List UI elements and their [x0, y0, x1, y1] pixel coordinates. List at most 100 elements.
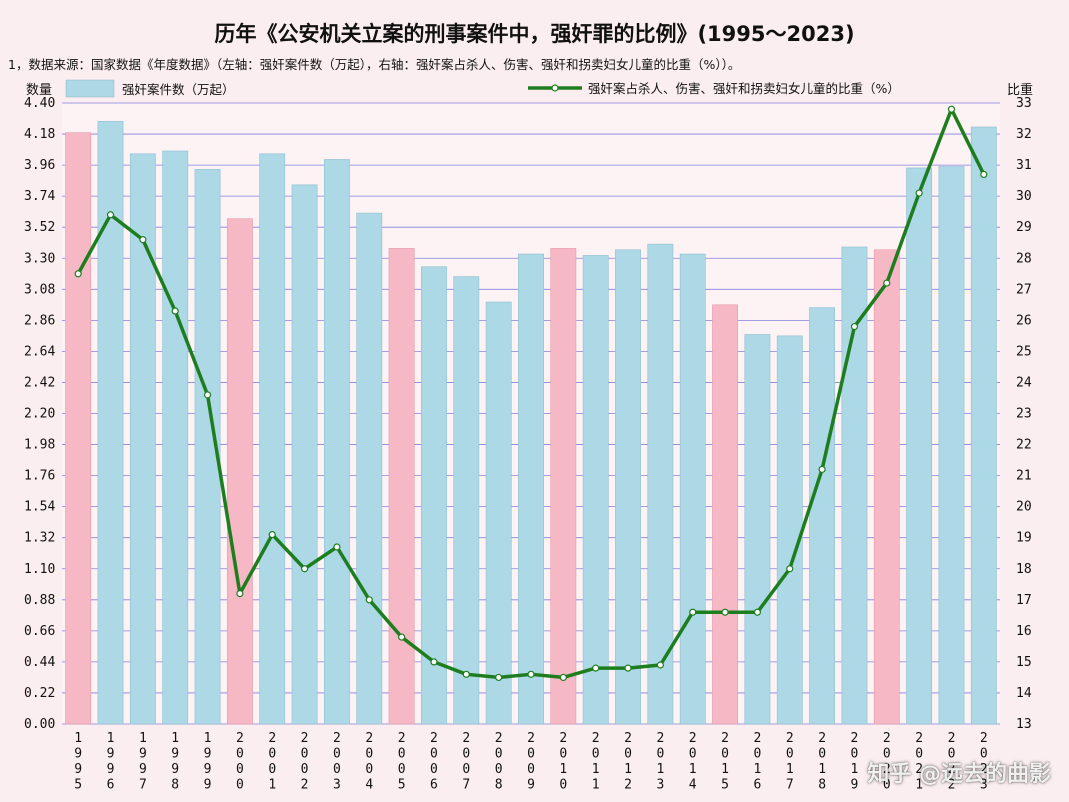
data-point [462, 670, 470, 678]
bar [873, 249, 900, 725]
right-tick-label: 26 [1016, 313, 1032, 328]
left-axis-title: 数量 [26, 83, 52, 98]
right-tick-label: 21 [1016, 469, 1032, 484]
data-point [171, 307, 179, 315]
right-axis-ticks: 13 14 15 16 17 18 19 20 21 22 23 24 25 26 27 28 29 30 31 32… [1016, 96, 1032, 732]
right-tick-label: 30 [1016, 189, 1032, 204]
data-point [495, 673, 503, 682]
data-point [689, 608, 697, 616]
left-tick-label: 0.88 [24, 593, 55, 608]
data-point [527, 670, 535, 678]
bar [226, 218, 253, 725]
bar [744, 334, 771, 725]
left-tick-label: 3.74 [24, 189, 55, 204]
data-point [818, 465, 826, 473]
data-point [915, 189, 923, 197]
legend-bar-swatch [65, 79, 115, 98]
left-tick-label: 1.98 [24, 438, 55, 453]
bar [259, 153, 286, 725]
left-tick-label: 2.86 [24, 313, 55, 328]
right-tick-label: 16 [1016, 624, 1032, 639]
right-tick-label: 22 [1016, 438, 1032, 453]
data-point [980, 170, 988, 179]
data-point [365, 596, 373, 604]
left-tick-label: 1.32 [24, 531, 55, 546]
bar [906, 167, 933, 725]
bar [550, 248, 577, 725]
bar [129, 153, 156, 725]
right-tick-label: 25 [1016, 344, 1032, 359]
chart-subtitle: 1，数据来源：国家数据《年度数据》（左轴：强奸案件数（万起），右轴：强奸案占杀人… [8, 57, 741, 72]
data-point [268, 530, 276, 539]
left-tick-label: 1.10 [24, 562, 55, 577]
bar [582, 255, 609, 725]
data-point [786, 565, 794, 573]
data-point [139, 236, 147, 244]
bar [615, 249, 641, 725]
left-tick-label: 4.18 [24, 127, 55, 142]
left-tick-label: 2.20 [24, 407, 55, 422]
right-tick-label: 31 [1016, 158, 1032, 173]
right-tick-label: 33 [1016, 96, 1032, 111]
left-tick-label: 1.76 [24, 469, 55, 484]
legend-line-label: 强奸案占杀人、伤害、强奸和拐卖妇女儿童的比重（%） [588, 81, 900, 96]
bar [679, 253, 706, 725]
right-tick-label: 28 [1016, 251, 1032, 266]
left-tick-label: 4.40 [24, 96, 55, 111]
bar [938, 166, 965, 725]
bar [712, 304, 738, 725]
watermark: 知乎 @远去的曲影 [867, 762, 1051, 787]
bar [647, 243, 674, 725]
data-point [236, 589, 244, 598]
left-tick-label: 2.42 [24, 375, 55, 390]
bar [356, 212, 383, 725]
data-point [559, 673, 567, 682]
bar [776, 335, 803, 725]
left-axis-ticks: 0.00 0.22 0.44 0.66 0.88 1.10 1.32 1.54 1.76 1.98… [24, 96, 55, 732]
left-tick-label: 3.30 [24, 251, 55, 266]
data-point [883, 279, 891, 287]
line-series [74, 105, 988, 682]
data-point [203, 391, 212, 399]
legend-bar-label: 强奸案件数（万起） [122, 82, 235, 97]
data-point [592, 664, 600, 672]
right-axis-title: 比重 [1007, 82, 1033, 98]
left-tick-label: 3.96 [24, 158, 55, 173]
left-tick-label: 0.00 [24, 717, 55, 732]
bar [65, 132, 92, 725]
bar [453, 276, 480, 725]
data-point [850, 322, 859, 331]
right-tick-label: 20 [1016, 500, 1032, 515]
data-point [106, 211, 115, 219]
left-tick-label: 1.54 [24, 500, 55, 515]
data-point [624, 664, 632, 672]
right-tick-label: 19 [1016, 531, 1032, 546]
data-point [947, 105, 956, 113]
data-point [74, 270, 82, 278]
left-tick-label: 0.22 [24, 686, 55, 701]
bar [485, 301, 512, 725]
right-tick-label: 14 [1016, 686, 1032, 701]
bar [809, 307, 836, 725]
